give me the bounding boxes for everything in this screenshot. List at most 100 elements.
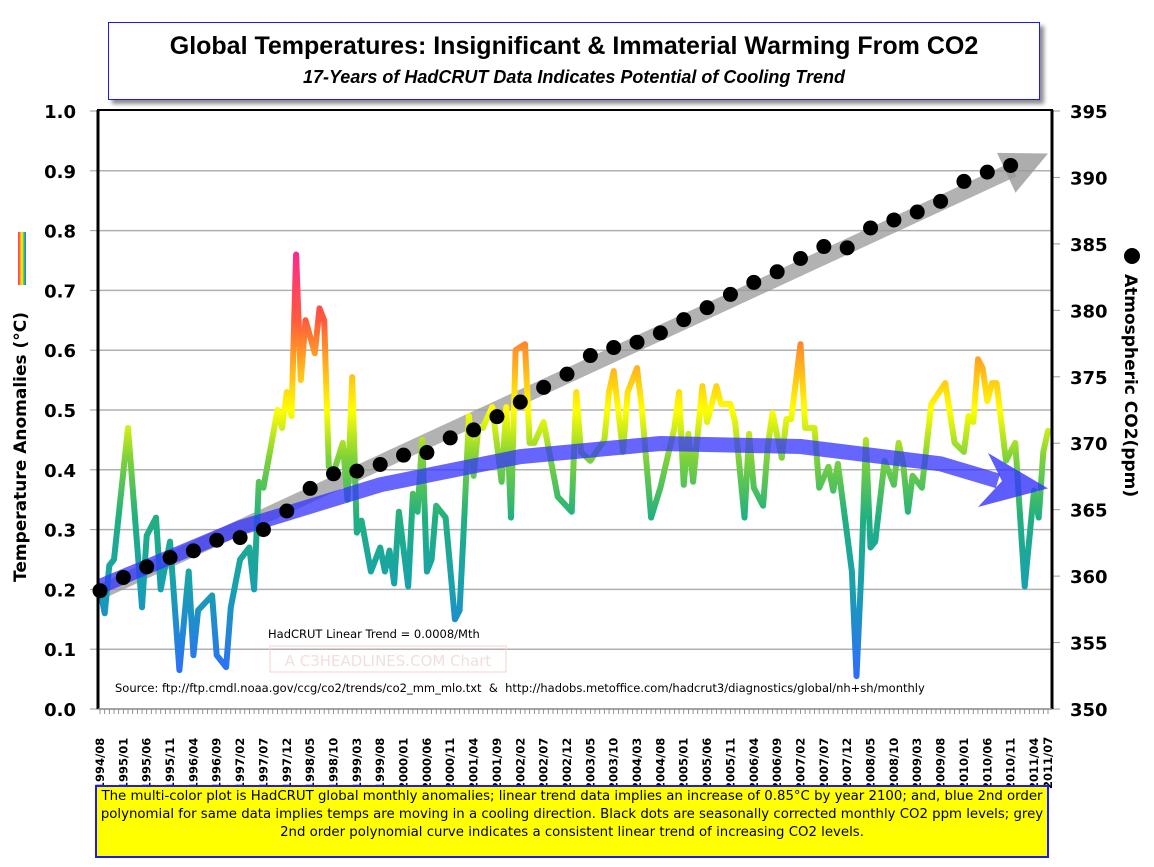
co2-dot <box>956 173 972 189</box>
co2-dot <box>302 480 318 496</box>
co2-dot <box>185 543 201 559</box>
x-tick-label: 1996/04 <box>186 738 200 790</box>
y-tick-label: 0.1 <box>44 640 76 661</box>
y-tick-label: 0.3 <box>44 521 76 542</box>
co2-dot <box>419 445 435 461</box>
co2-dot <box>139 559 155 575</box>
x-tick-label: 2002/02 <box>513 738 527 790</box>
co2-dot <box>746 274 762 290</box>
co2-dot <box>372 456 388 472</box>
x-tick-label: 2000/01 <box>397 738 411 790</box>
x-tick-label: 2006/09 <box>770 738 784 790</box>
y-axis-right-label: Atmospheric CO2(ppm) <box>1120 274 1140 497</box>
x-axis-ticks: 1994/08 1995/01 1995/06 1995/11 1996/04 1996/… <box>93 737 1055 790</box>
x-tick-label: 2004/03 <box>630 738 644 790</box>
x-tick-label: 2008/10 <box>887 738 901 790</box>
co2-dot <box>1003 157 1019 173</box>
co2-dot <box>115 569 131 585</box>
x-tick-label: 1995/11 <box>163 738 177 790</box>
x-tick-label: 2002/07 <box>537 738 551 790</box>
y-tick-label: 0.6 <box>44 341 76 362</box>
x-tick-label: 2003/10 <box>607 738 621 790</box>
x-tick-label: 2008/05 <box>864 738 878 790</box>
y2-tick-label: 370 <box>1070 434 1108 455</box>
x-tick-label: 1998/10 <box>326 738 340 790</box>
x-tick-label: 2011/07 <box>1041 737 1055 789</box>
y2-tick-label: 395 <box>1070 102 1108 123</box>
co2-dot <box>909 204 925 220</box>
x-tick-label: 2010/06 <box>980 738 994 790</box>
co2-dot <box>559 366 575 382</box>
x-tick-label: 2001/09 <box>490 738 504 790</box>
co2-dot <box>279 503 295 519</box>
x-tick-label: 1997/07 <box>256 738 270 790</box>
co2-dot <box>209 532 225 548</box>
x-tick-label: 2010/01 <box>957 738 971 790</box>
x-tick-label: 1996/09 <box>210 738 224 790</box>
co2-dot <box>629 334 645 350</box>
co2-dot <box>722 286 738 302</box>
x-tick-label: 1999/03 <box>350 738 364 790</box>
x-tick-label: 1997/02 <box>233 738 247 790</box>
co2-dot <box>676 312 692 328</box>
co2-dot <box>582 348 598 364</box>
y-axis-left-ticks: 0.0 0.1 0.2 0.3 0.4 0.5 0.6 0.7 0.8 0.9 1.0 <box>44 102 76 721</box>
co2-dot <box>232 530 248 546</box>
x-tick-label: 2000/06 <box>420 738 434 790</box>
co2-dot <box>489 409 505 425</box>
co2-dot <box>792 251 808 267</box>
y2-tick-label: 375 <box>1070 368 1108 389</box>
x-tick-label: 1995/06 <box>140 738 154 790</box>
x-tick-label: 2007/07 <box>817 738 831 790</box>
x-tick-label: 1995/01 <box>116 738 130 790</box>
x-minor-ticks <box>99 709 1049 714</box>
co2-dot <box>512 394 528 410</box>
co2-dot <box>839 240 855 256</box>
polynomial-trend-arrow <box>97 436 1048 594</box>
co2-dot <box>442 430 458 446</box>
y2-tick-label: 360 <box>1070 567 1108 588</box>
y2-tick-label: 355 <box>1070 634 1108 655</box>
x-tick-label: 1994/08 <box>93 738 107 790</box>
y-tick-label: 1.0 <box>44 102 76 123</box>
x-tick-label: 2011/04 <box>1027 738 1041 790</box>
trend-label: HadCRUT Linear Trend = 0.0008/Mth <box>268 627 480 641</box>
y2-tick-label: 385 <box>1070 235 1108 256</box>
x-tick-label: 1997/12 <box>280 738 294 790</box>
y-tick-label: 0.0 <box>44 700 76 721</box>
x-tick-label: 2010/11 <box>1004 738 1018 790</box>
x-tick-label: 2005/01 <box>677 738 691 790</box>
co2-dot <box>92 583 108 599</box>
y-tick-label: 0.5 <box>44 401 76 422</box>
y2-tick-label: 390 <box>1070 168 1108 189</box>
x-tick-label: 2005/06 <box>700 738 714 790</box>
polynomial-trend-arrowhead <box>978 452 1048 507</box>
co2-dot <box>325 466 341 482</box>
watermark: A C3HEADLINES.COM Chart <box>285 652 492 670</box>
polynomial-trend-line <box>97 436 1001 594</box>
x-tick-label: 2009/08 <box>934 738 948 790</box>
co2-dot <box>652 325 668 341</box>
y-axis-right-ticks: 350 355 360 365 370 375 380 385 390 395 <box>1070 102 1108 721</box>
co2-series <box>92 157 1019 599</box>
co2-dot <box>349 463 365 479</box>
co2-dot <box>396 447 412 463</box>
x-tick-label: 2005/11 <box>723 738 737 790</box>
y-tick-label: 0.4 <box>44 461 76 482</box>
source-text: Source: ftp://ftp.cmdl.noaa.gov/ccg/co2/… <box>115 681 925 695</box>
legend-temperature-swatch <box>18 232 26 285</box>
co2-dot <box>816 239 832 255</box>
chart-title: Global Temperatures: Insignificant & Imm… <box>169 32 979 60</box>
co2-dot <box>699 300 715 316</box>
x-tick-label: 2006/04 <box>747 738 761 790</box>
temperature-series <box>97 251 1051 680</box>
x-tick-label: 2007/02 <box>793 738 807 790</box>
x-tick-label: 2000/11 <box>443 738 457 790</box>
y-tick-label: 0.8 <box>44 222 76 243</box>
co2-dot <box>606 340 622 356</box>
co2-dot <box>863 220 879 236</box>
chart-subtitle: 17-Years of HadCRUT Data Indicates Poten… <box>302 67 846 87</box>
y2-tick-label: 350 <box>1070 700 1108 721</box>
x-tick-label: 2003/05 <box>583 738 597 790</box>
